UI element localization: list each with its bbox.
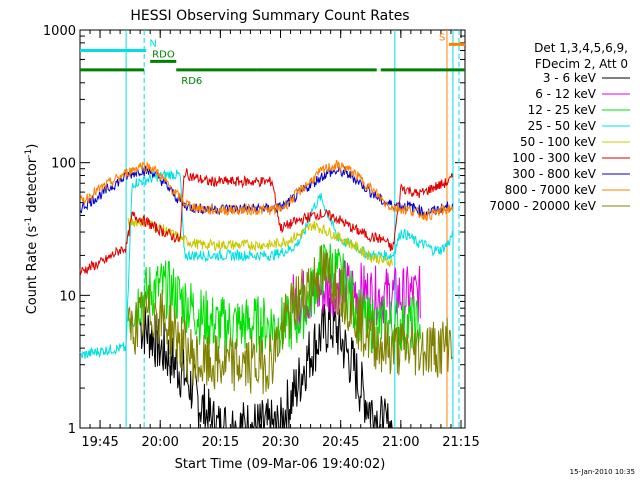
y-tick-label: 100 — [51, 157, 76, 172]
series-line — [79, 159, 453, 222]
legend-entry-label: 300 - 800 keV — [512, 167, 596, 181]
x-tick-label: 20:00 — [141, 435, 178, 450]
x-tick-label: 19:45 — [81, 435, 118, 450]
annotation-label: S — [439, 32, 445, 43]
y-label-part: detector — [25, 157, 40, 217]
legend-entry-label: 3 - 6 keV — [543, 71, 597, 85]
plot-axes: 19:45 20:00 20:15 20:30 20:45 21:00 21:15 1 10 10… — [43, 24, 480, 450]
legend-entry-label: 6 - 12 keV — [535, 87, 597, 101]
legend-header: Det 1,3,4,5,6,9, — [534, 41, 628, 55]
legend-entry-label: 12 - 25 keV — [528, 103, 597, 117]
x-tick-label: 21:00 — [382, 435, 419, 450]
annotation-label: N — [149, 39, 156, 50]
annotation-label: RD6 — [181, 76, 202, 87]
x-axis-label: Start Time (09-Mar-06 19:40:02) — [175, 457, 386, 472]
vertical-markers — [125, 30, 460, 428]
series-line — [79, 168, 453, 276]
series-line — [127, 216, 393, 267]
y-tick-label: 1000 — [43, 24, 76, 39]
legend-entry-label: 25 - 50 keV — [528, 119, 597, 133]
y-tick-label: 10 — [59, 289, 76, 304]
legend-header: FDecim 2, Att 0 — [535, 57, 628, 71]
chart-title: HESSI Observing Summary Count Rates — [130, 8, 409, 24]
legend-entry-label: 50 - 100 keV — [520, 135, 597, 149]
x-tick-label: 20:30 — [262, 435, 299, 450]
y-label-superscript: -1 — [24, 217, 34, 226]
y-label-part: ) — [25, 144, 40, 149]
footer-timestamp: 15-Jan-2010 10:35 — [570, 468, 635, 476]
series-line — [127, 243, 421, 355]
series-line — [79, 169, 453, 359]
series-line — [79, 165, 453, 218]
legend-entry-label: 7000 - 20000 keV — [489, 199, 596, 213]
y-axis-label: Count Rate (s-1 detector-1) — [24, 144, 40, 315]
annotation-label: RDO — [152, 49, 175, 60]
legend-entry-label: 800 - 7000 keV — [505, 183, 597, 197]
y-tick-label: 1 — [68, 422, 76, 437]
x-tick-label: 21:15 — [442, 435, 479, 450]
y-label-superscript: -1 — [24, 149, 34, 158]
y-label-part: Count Rate (s — [25, 226, 40, 315]
legend-entry-label: 100 - 300 keV — [512, 151, 596, 165]
series-lines — [79, 159, 453, 429]
x-tick-label: 20:15 — [202, 435, 239, 450]
y-axis-label-text: Count Rate (s-1 detector-1) — [24, 144, 40, 315]
series-line — [127, 245, 453, 395]
plot-frame — [79, 29, 466, 429]
x-tick-label: 20:45 — [322, 435, 359, 450]
legend: Det 1,3,4,5,6,9, FDecim 2, Att 03 - 6 keV… — [489, 41, 630, 213]
